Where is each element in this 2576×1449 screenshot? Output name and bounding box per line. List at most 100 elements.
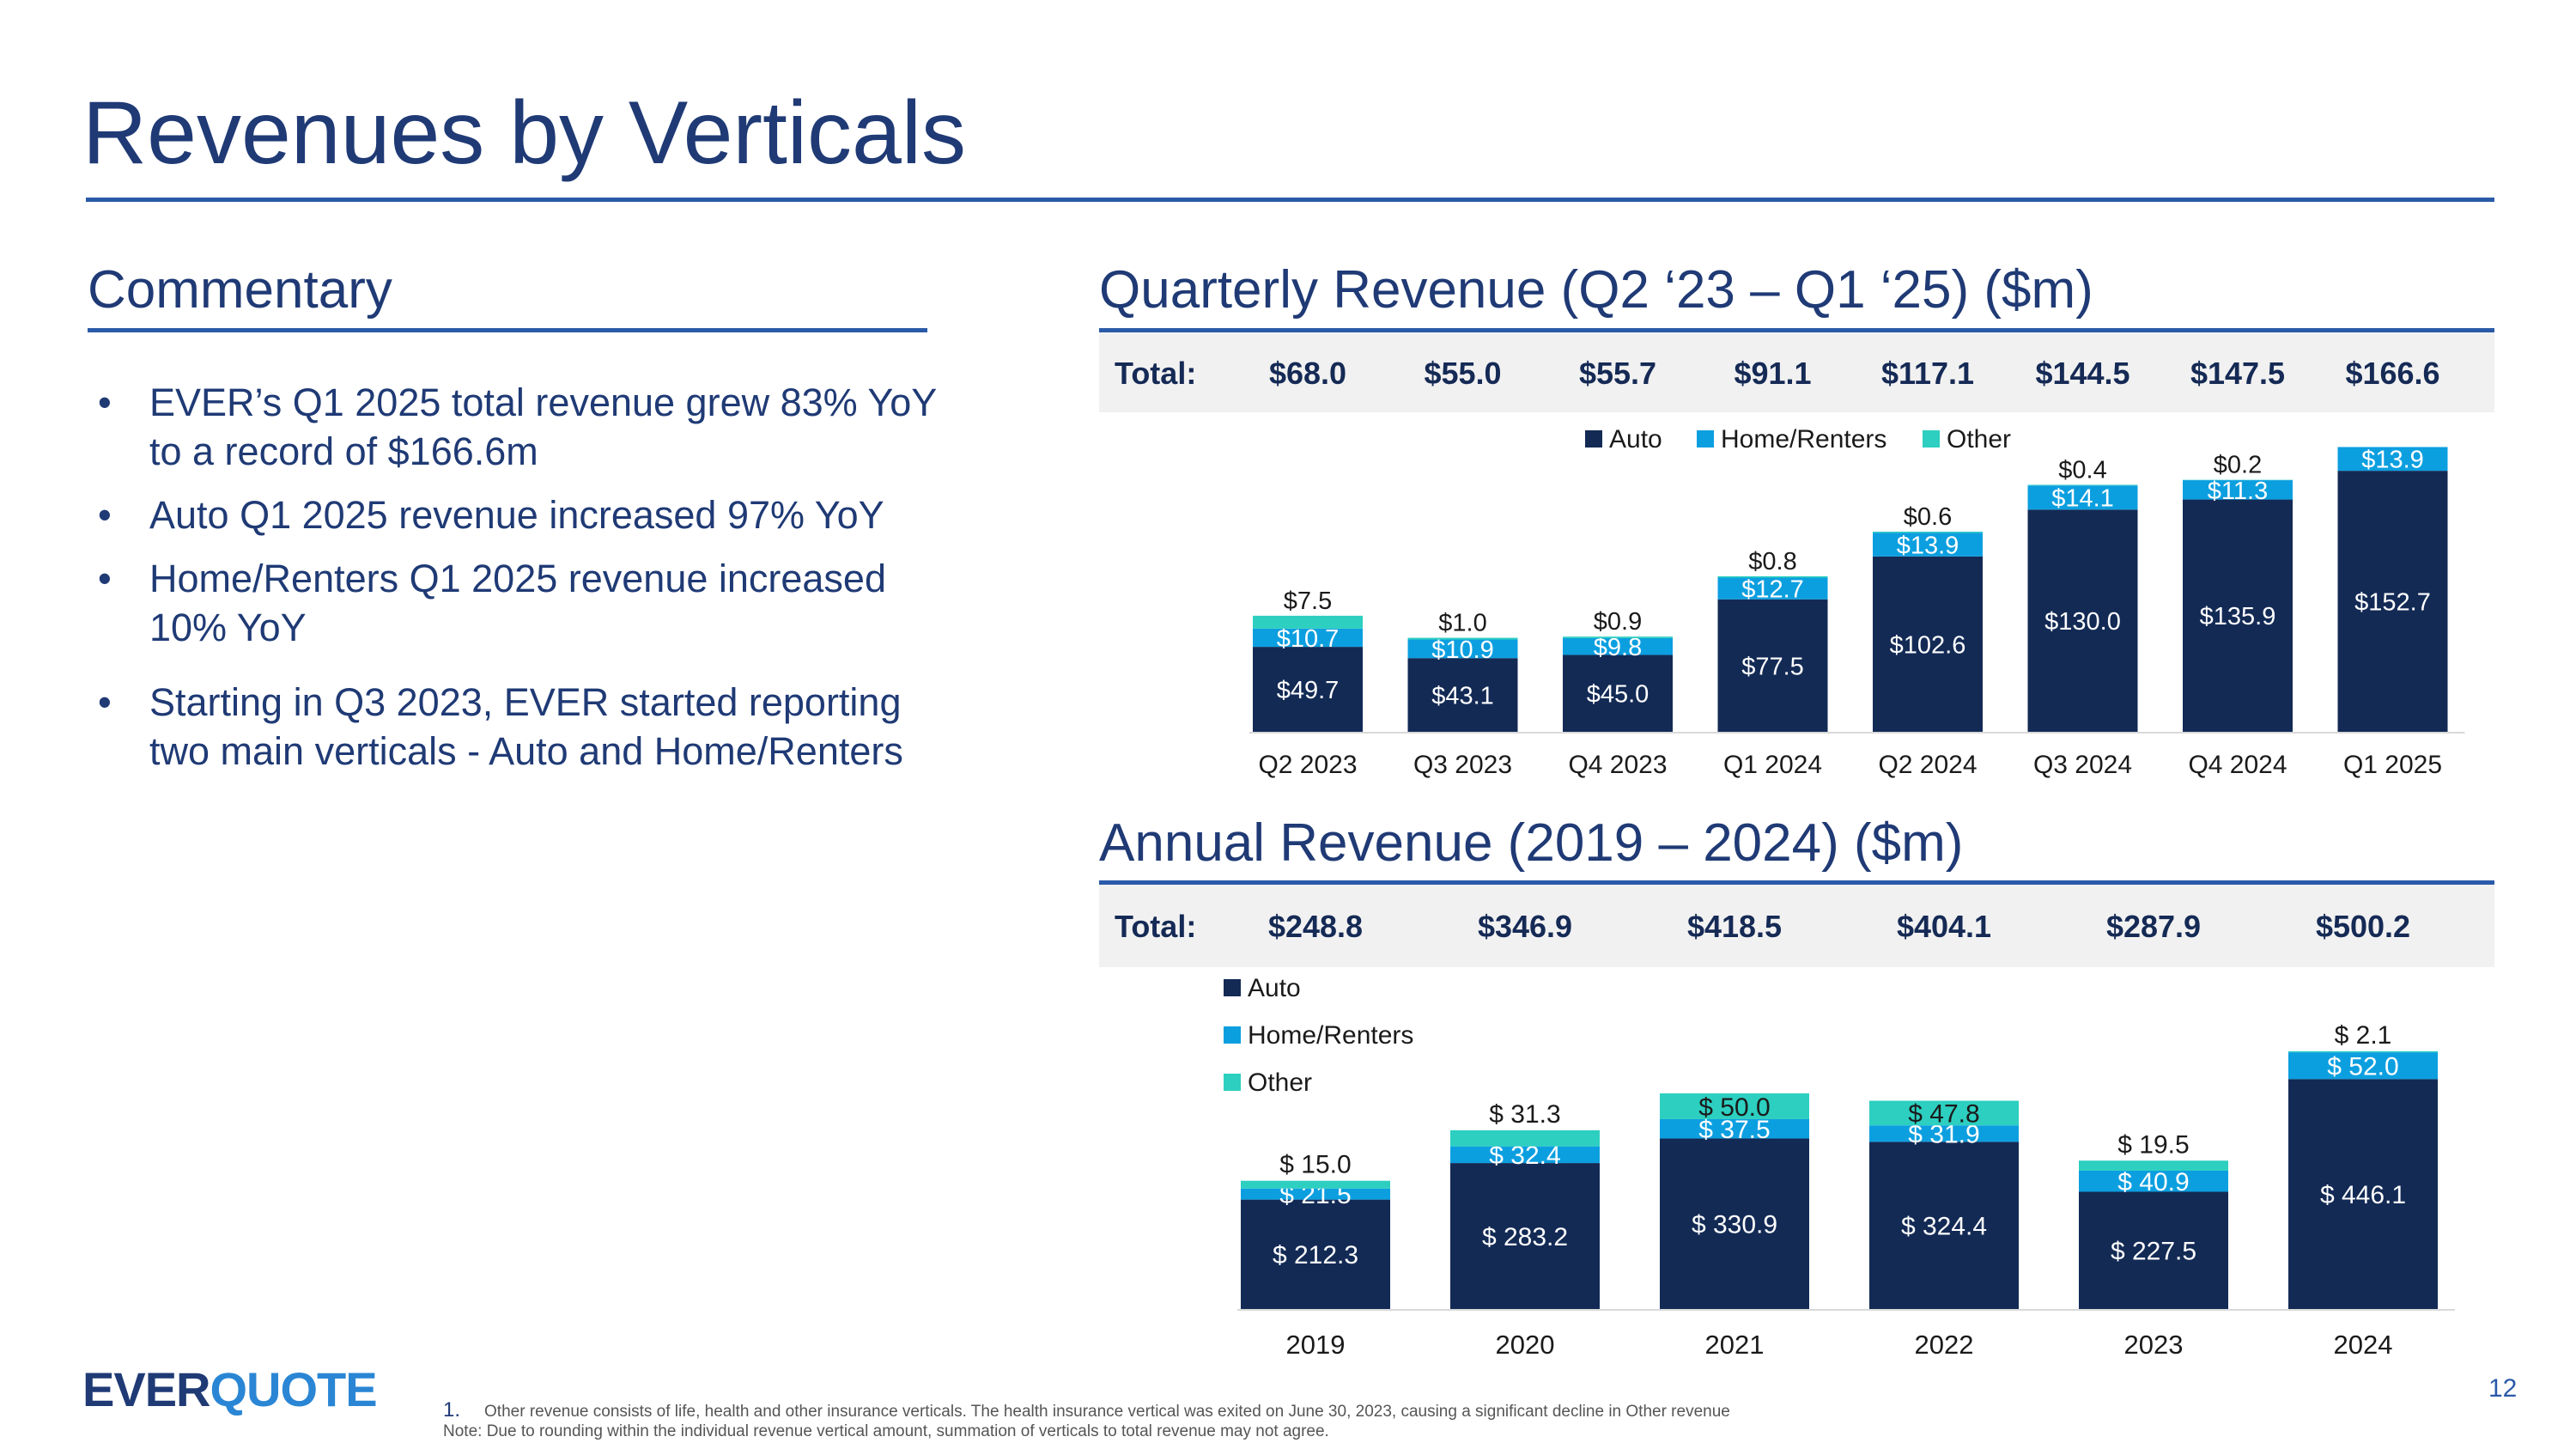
quarterly-bar-home-renters	[2183, 480, 2293, 500]
quarterly-data-label: $0.9	[1594, 608, 1642, 636]
quarterly-bar-auto	[1717, 599, 1828, 732]
annual-bar-auto	[2079, 1191, 2228, 1309]
page-number: 12	[2488, 1374, 2518, 1403]
quarterly-data-label: $45.0	[1587, 681, 1649, 709]
quarterly-total-value: $68.0	[1268, 356, 1347, 391]
quarterly-bar-auto	[1407, 658, 1518, 732]
quarterly-data-label: $1.0	[1438, 610, 1486, 637]
annual-tick-label: 2022	[1915, 1330, 1974, 1360]
quarterly-tick-label: Q4 2024	[2188, 751, 2287, 779]
quarterly-bar-other	[1253, 615, 1363, 629]
quarterly-data-label: $0.2	[2214, 452, 2262, 479]
annual-total-label: Total:	[1115, 909, 1197, 944]
quarterly-total-value: $144.5	[2035, 356, 2130, 391]
quarterly-total-value: $117.1	[1880, 356, 1975, 391]
quarterly-legend-label: Home/Renters	[1721, 425, 1886, 454]
quarterly-bar-home-renters	[1563, 637, 1673, 655]
quarterly-bar-other	[2027, 484, 2138, 486]
annual-chart-title: Annual Revenue (2019 – 2024) ($m)	[1099, 813, 1964, 873]
page-title: Revenues by Verticals	[82, 83, 966, 183]
annual-bar-home-renters	[2079, 1170, 2228, 1192]
annual-data-label: $ 324.4	[1901, 1212, 1987, 1240]
annual-total-value: $418.5	[1686, 909, 1783, 944]
annual-bar-auto	[1869, 1142, 2019, 1309]
commentary-bullet: Auto Q1 2025 revenue increased 97% YoY	[94, 490, 945, 539]
commentary-bullet: EVER’s Q1 2025 total revenue grew 83% Yo…	[94, 378, 945, 476]
quarterly-tick-label: Q1 2025	[2343, 751, 2442, 779]
annual-bar-home-renters	[1660, 1118, 1809, 1139]
quarterly-bar-home-renters	[1407, 639, 1518, 659]
annual-data-label: $ 212.3	[1273, 1241, 1358, 1269]
quarterly-bar-auto	[2337, 471, 2448, 732]
quarterly-bar-other	[1873, 531, 1983, 533]
quarterly-tick-label: Q3 2024	[2033, 751, 2132, 779]
quarterly-bar-auto	[1253, 647, 1363, 732]
annual-legend-label: Other	[1248, 1068, 1312, 1097]
quarterly-data-label: $43.1	[1431, 683, 1494, 710]
annual-legend-swatch	[1224, 1026, 1241, 1044]
quarterly-tick-label: Q2 2024	[1878, 751, 1977, 779]
quarterly-legend-label: Auto	[1609, 425, 1662, 454]
title-rule	[86, 198, 2494, 202]
annual-data-label: $ 50.0	[1698, 1093, 1770, 1122]
annual-data-label: $ 19.5	[2117, 1130, 2189, 1159]
annual-data-label: $ 31.3	[1489, 1100, 1560, 1129]
quarterly-bar-home-renters	[2027, 485, 2138, 510]
quarterly-chart-title: Quarterly Revenue (Q2 ‘23 – Q1 ‘25) ($m)	[1099, 260, 2093, 320]
annual-data-label: $ 330.9	[1692, 1211, 1777, 1239]
annual-totals-bar	[1099, 885, 2494, 967]
annual-title-rule	[1099, 880, 2494, 885]
quarterly-bar-home-renters	[2337, 447, 2448, 472]
quarterly-data-label: $14.1	[2051, 485, 2114, 513]
annual-bar-other	[2288, 1050, 2438, 1053]
quarterly-data-label: $12.7	[1741, 576, 1804, 604]
quarterly-data-label: $135.9	[2200, 603, 2276, 630]
quarterly-data-label: $0.6	[1904, 503, 1952, 531]
annual-bar-auto	[2288, 1079, 2438, 1309]
quarterly-data-label: $0.4	[2058, 456, 2106, 484]
commentary-rule	[88, 328, 927, 332]
annual-data-label: $ 37.5	[1698, 1116, 1770, 1144]
annual-legend-label: Home/Renters	[1248, 1021, 1413, 1050]
quarterly-data-label: $77.5	[1741, 653, 1804, 680]
footnote-note: Note: Due to rounding within the individ…	[443, 1422, 1329, 1440]
annual-legend-label: Auto	[1248, 974, 1301, 1002]
quarterly-title-rule	[1099, 328, 2494, 332]
annual-tick-label: 2020	[1496, 1330, 1555, 1360]
annual-data-label: $ 52.0	[2327, 1053, 2398, 1081]
quarterly-bar-other	[1407, 637, 1518, 640]
annual-bar-home-renters	[1450, 1146, 1600, 1164]
annual-bar-other	[1450, 1129, 1600, 1147]
quarterly-data-label: $102.6	[1890, 631, 1966, 659]
annual-bar-auto	[1241, 1199, 1390, 1309]
annual-data-label: $ 227.5	[2111, 1238, 2196, 1266]
annual-tick-label: 2023	[2124, 1330, 2184, 1360]
quarterly-data-label: $0.8	[1748, 548, 1796, 575]
quarterly-total-value: $166.6	[2345, 356, 2440, 391]
quarterly-data-label: $10.7	[1277, 625, 1340, 653]
annual-bar-other	[1241, 1180, 1390, 1189]
quarterly-data-label: $7.5	[1284, 588, 1332, 615]
everquote-logo: EVERQUOTE	[82, 1362, 378, 1416]
commentary-bullet: Starting in Q3 2023, EVER started report…	[94, 678, 945, 776]
quarterly-total-label: Total:	[1115, 356, 1197, 391]
footnote-1: 1. Other revenue consists of life, health…	[443, 1398, 1730, 1422]
footnote-number: 1.	[443, 1398, 461, 1422]
quarterly-total-value: $55.0	[1424, 356, 1502, 391]
annual-total-value: $404.1	[1896, 909, 1992, 944]
annual-bar-other	[1660, 1093, 1809, 1119]
annual-total-value: $500.2	[2315, 909, 2411, 944]
footnote-text: Other revenue consists of life, health a…	[484, 1403, 1730, 1421]
quarterly-bar-auto	[2027, 509, 2138, 732]
quarterly-bar-other	[1717, 575, 1828, 578]
quarterly-data-label: $130.0	[2044, 608, 2121, 636]
quarterly-bar-auto	[1563, 654, 1673, 732]
quarterly-tick-label: Q1 2024	[1723, 751, 1822, 779]
quarterly-data-label: $152.7	[2354, 589, 2431, 617]
annual-data-label: $ 32.4	[1489, 1142, 1560, 1170]
quarterly-bar-home-renters	[1873, 533, 1983, 557]
quarterly-total-value: $55.7	[1578, 356, 1657, 391]
annual-bar-home-renters	[2288, 1052, 2438, 1080]
quarterly-legend-label: Other	[1947, 425, 2011, 454]
annual-bar-auto	[1450, 1163, 1600, 1309]
